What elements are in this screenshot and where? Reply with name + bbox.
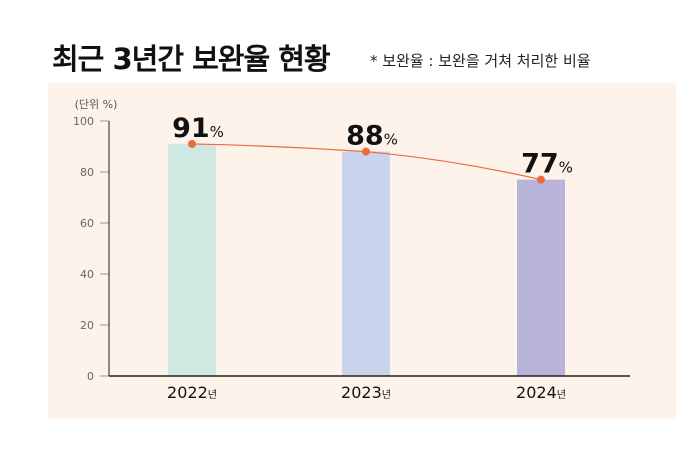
y-tick-label: 0 [87,370,94,383]
y-tick-label: 40 [80,268,94,281]
data-label-2023: 88% [346,121,398,152]
data-point-2022 [188,139,196,148]
y-tick-label: 80 [80,166,94,179]
data-label-2022: 91% [172,113,224,144]
bar-2023 [342,151,390,376]
footnote: * 보완율 : 보완을 거쳐 처리한 비율 [370,52,591,70]
y-tick-label: 20 [80,319,94,332]
y-tick-label: 100 [73,115,94,128]
data-point-2023 [362,147,370,156]
unit-label: (단위 %) [75,98,118,111]
bar-2024 [517,179,565,376]
y-tick-label: 60 [80,217,94,230]
x-tick-label: 2024년 [516,383,566,402]
x-tick-label: 2023년 [341,383,391,402]
data-label-2024: 77% [521,149,573,180]
x-tick-label: 2022년 [167,383,217,402]
data-point-2024 [537,175,545,184]
bar-2022 [168,143,216,376]
page-title: 최근 3년간 보완율 현황 [52,42,331,76]
